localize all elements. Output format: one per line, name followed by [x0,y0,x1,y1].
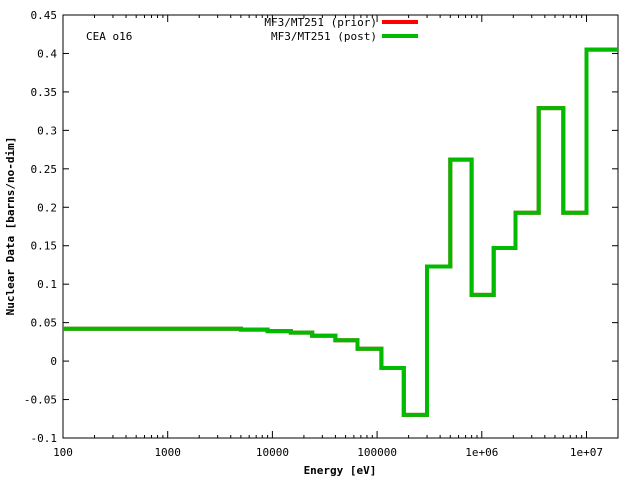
x-tick-label: 10000 [256,446,289,459]
y-axis-label: Nuclear Data [barns/no-dim] [4,137,17,316]
y-tick-label: 0.35 [31,86,58,99]
x-tick-label: 100 [53,446,73,459]
x-tick-label: 1000 [154,446,181,459]
y-tick-label: 0.4 [37,47,57,60]
y-tick-label: 0 [50,355,57,368]
y-tick-label: -0.1 [31,432,58,445]
y-tick-label: 0.25 [31,163,58,176]
legend-label-post: MF3/MT251 (post) [271,30,377,43]
y-tick-label: 0.1 [37,278,57,291]
y-tick-label: 0.2 [37,201,57,214]
y-tick-label: 0.15 [31,240,58,253]
y-tick-label: 0.3 [37,124,57,137]
y-tick-label: 0.05 [31,317,58,330]
x-tick-label: 100000 [357,446,397,459]
legend-label-prior: MF3/MT251 (prior) [264,16,377,29]
x-tick-label: 1e+06 [465,446,498,459]
x-tick-label: 1e+07 [570,446,603,459]
y-tick-label: 0.45 [31,9,58,22]
series-prior-line [63,47,618,417]
y-tick-label: -0.05 [24,394,57,407]
x-axis-label: Energy [eV] [304,464,377,477]
plot-frame [62,14,619,439]
annotation: CEA o16 [86,30,132,43]
series-post-line [63,47,618,417]
